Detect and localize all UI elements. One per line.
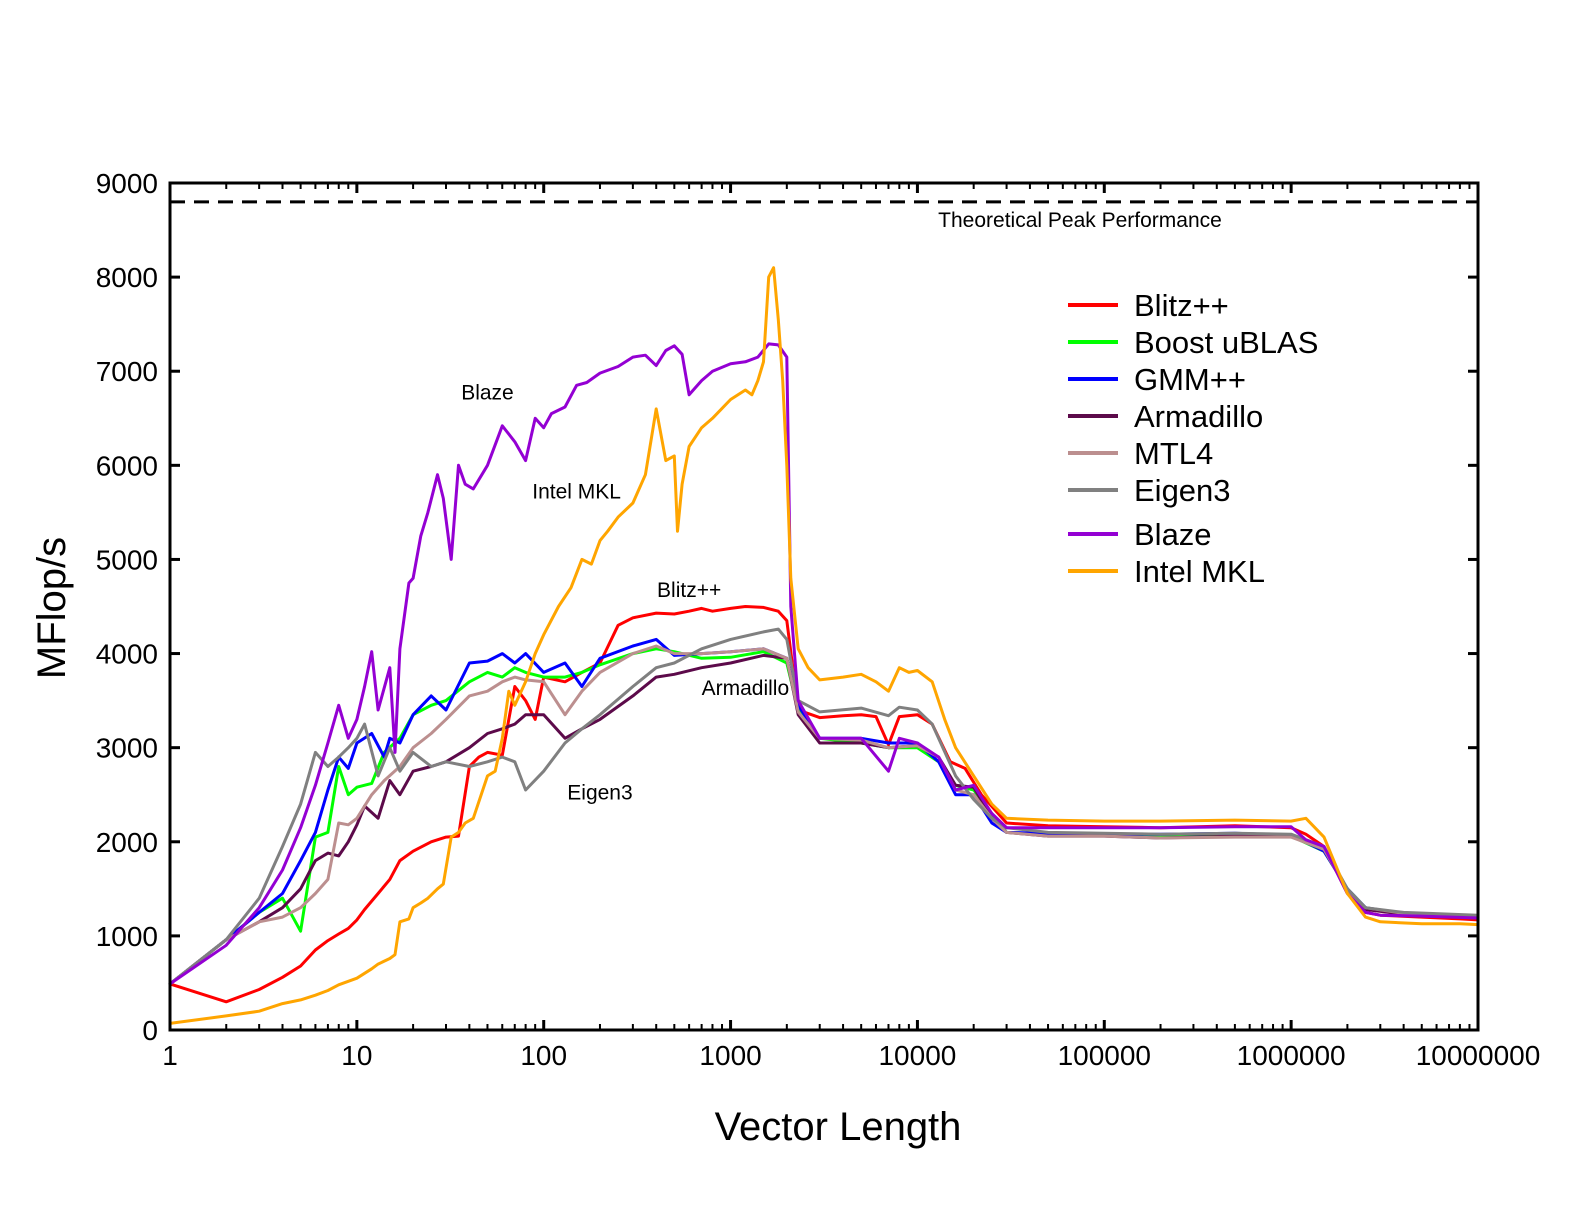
series-line-gmm <box>168 637 1480 986</box>
annotation-blitz: Blitz++ <box>657 579 721 602</box>
y-tick-label: 1000 <box>96 921 158 952</box>
x-tick-label: 10000000 <box>1416 1040 1541 1071</box>
series-line-mtl4 <box>168 644 1480 986</box>
legend-label-gmm: GMM++ <box>1134 362 1246 397</box>
annotation-layer: Blaze Intel MKL Blitz++ Armadillo Eigen3 <box>461 381 789 804</box>
y-axis-title: MFlop/s <box>30 537 74 679</box>
legend-label-armadillo: Armadillo <box>1134 399 1263 434</box>
y-tick-label: 2000 <box>96 827 158 858</box>
x-tick-label: 100 <box>520 1040 567 1071</box>
legend-label-blitz: Blitz++ <box>1134 288 1229 323</box>
series-line-blaze <box>168 342 1480 986</box>
legend-label-eigen3: Eigen3 <box>1134 473 1231 508</box>
y-tick-label: 9000 <box>96 168 158 199</box>
y-tick-label: 7000 <box>96 356 158 387</box>
series-line-eigen3 <box>168 627 1480 986</box>
legend-label-mtl4: MTL4 <box>1134 436 1213 471</box>
series-line-intel-mkl <box>168 266 1480 1025</box>
plot-frame <box>168 181 1480 1032</box>
legend-label-intel-mkl: Intel MKL <box>1134 554 1265 589</box>
x-tick-label: 10 <box>341 1040 372 1071</box>
annotation-intel-mkl: Intel MKL <box>532 480 621 503</box>
y-tick-label: 3000 <box>96 733 158 764</box>
x-axis-title: Vector Length <box>715 1105 962 1149</box>
x-tick-label: 10000 <box>878 1040 956 1071</box>
annotation-eigen3: Eigen3 <box>567 781 632 804</box>
legend-label-blaze: Blaze <box>1134 517 1212 552</box>
y-tick-label: 0 <box>142 1015 158 1046</box>
x-tick-label: 1 <box>162 1040 178 1071</box>
series-line-boost-ublas <box>168 647 1480 986</box>
annotation-armadillo: Armadillo <box>702 677 790 700</box>
peak-reference-layer: Theoretical Peak Performance <box>170 200 1478 232</box>
axes: 1 10 100 1000 10000 100000 1000000 10000000 0 100… <box>96 168 1541 1071</box>
legend-label-boost-ublas: Boost uBLAS <box>1134 325 1318 360</box>
legend: Blitz++Boost uBLASGMM++ArmadilloMTL4Eige… <box>1068 288 1318 589</box>
peak-performance-label: Theoretical Peak Performance <box>938 209 1222 232</box>
y-tick-label: 6000 <box>96 450 158 481</box>
x-tick-label: 1000 <box>699 1040 761 1071</box>
y-tick-label: 4000 <box>96 639 158 670</box>
series-layer <box>168 266 1480 1025</box>
x-tick-label: 100000 <box>1058 1040 1151 1071</box>
x-tick-label: 1000000 <box>1237 1040 1346 1071</box>
y-tick-label: 5000 <box>96 544 158 575</box>
annotation-blaze: Blaze <box>461 381 514 404</box>
y-tick-label: 8000 <box>96 262 158 293</box>
